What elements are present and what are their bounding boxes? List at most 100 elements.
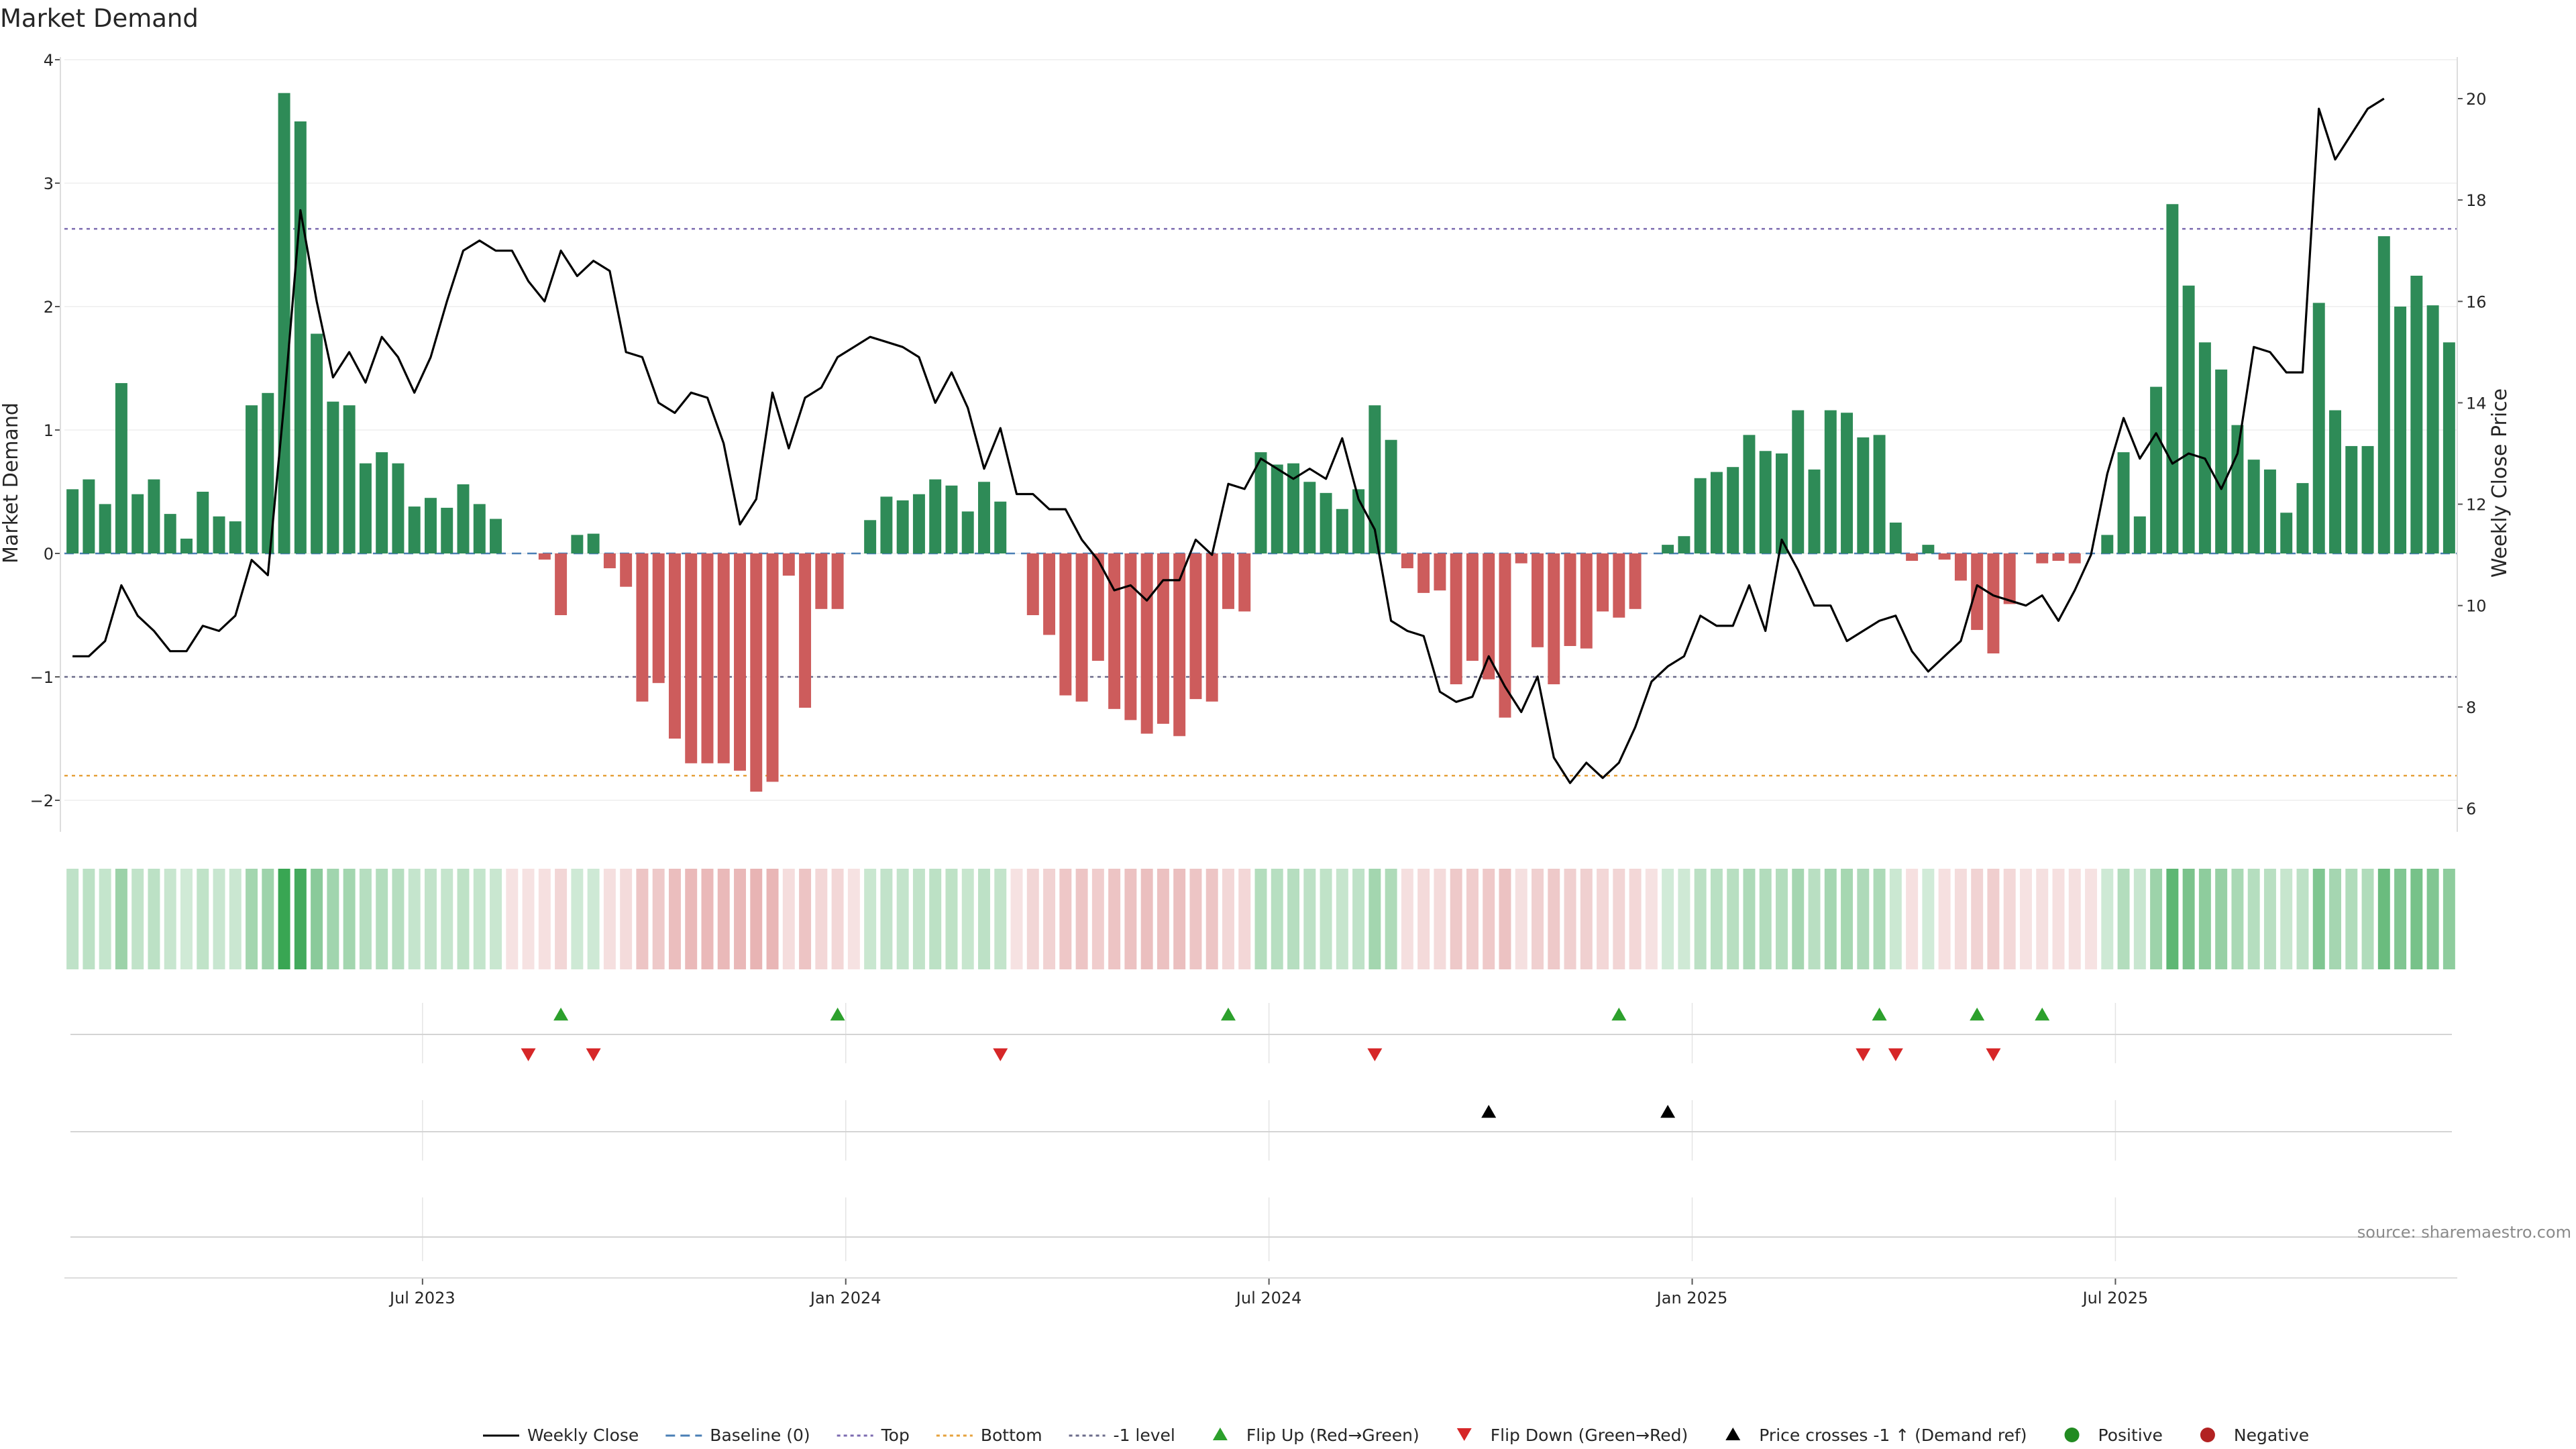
heat-cell (1694, 869, 1707, 969)
demand-bar (1271, 464, 1283, 553)
heat-cell (766, 869, 779, 969)
heat-cell (1303, 869, 1316, 969)
heat-cell (1743, 869, 1756, 969)
heat-cell (327, 869, 339, 969)
heat-cell (896, 869, 909, 969)
heat-cell (2101, 869, 2114, 969)
heat-cell (847, 869, 860, 969)
demand-bar (815, 553, 828, 609)
demand-bar (1710, 472, 1723, 553)
demand-bar (668, 553, 681, 739)
price-cross-marker (1481, 1105, 1497, 1118)
heat-cell (1678, 869, 1690, 969)
demand-bar (1580, 553, 1593, 649)
flip-up-marker (1970, 1008, 1985, 1021)
demand-bar (1320, 492, 1332, 553)
heat-cell (1352, 869, 1365, 969)
heat-cell (1205, 869, 1218, 969)
heat-cell (1922, 869, 1935, 969)
demand-bar (1954, 553, 1967, 581)
demand-bar (587, 533, 600, 553)
demand-bar (912, 494, 925, 553)
right-tick-label: 8 (2466, 698, 2476, 717)
flip-up-marker (1220, 1008, 1236, 1021)
demand-bar (2198, 342, 2211, 553)
flip-up-marker (830, 1008, 845, 1021)
demand-bar (2263, 469, 2276, 553)
heat-cell (1808, 869, 1821, 969)
demand-bar (441, 507, 453, 553)
heat-cell (1873, 869, 1886, 969)
legend-marker (2064, 1428, 2080, 1442)
heat-cell (1857, 869, 1870, 969)
heat-cell (1580, 869, 1593, 969)
heat-cell (815, 869, 828, 969)
demand-bar (1971, 553, 1984, 631)
heat-cell (99, 869, 111, 969)
demand-bar (490, 519, 502, 553)
demand-bar (2166, 204, 2179, 553)
demand-bar (1808, 469, 1821, 553)
demand-bar (1841, 413, 1854, 553)
date-tick-label: Jul 2024 (1235, 1289, 1302, 1307)
demand-bar (1532, 553, 1544, 647)
demand-bar (571, 535, 584, 553)
heat-cell (538, 869, 551, 969)
heat-cell (2296, 869, 2309, 969)
heat-cell (1010, 869, 1023, 969)
heat-cell (1108, 869, 1121, 969)
legend-label: Negative (2234, 1426, 2309, 1445)
heat-cell (864, 869, 877, 969)
heat-cell (1124, 869, 1137, 969)
demand-bar (1873, 435, 1886, 553)
heat-cell (1385, 869, 1397, 969)
demand-bar (408, 506, 421, 553)
demand-bar (115, 383, 127, 553)
heat-cell (701, 869, 714, 969)
demand-bar (1857, 437, 1870, 553)
heat-cell (2443, 869, 2455, 969)
demand-bar (734, 553, 746, 771)
demand-bar (131, 494, 144, 553)
demand-bar (2133, 516, 2146, 553)
heat-cell (1938, 869, 1951, 969)
event-markers (521, 1008, 2050, 1118)
heat-cell (66, 869, 79, 969)
date-tick-label: Jul 2025 (2082, 1289, 2149, 1307)
legend-marker (1725, 1428, 1741, 1440)
demand-bar (1678, 536, 1690, 553)
heat-cell (1222, 869, 1234, 969)
flip-down-marker (993, 1048, 1008, 1061)
heat-cell (2117, 869, 2130, 969)
heat-cell (473, 869, 486, 969)
demand-bar (945, 485, 958, 553)
heat-cell (1532, 869, 1544, 969)
flip-down-marker (586, 1048, 601, 1061)
legend-label: Weekly Close (527, 1426, 639, 1445)
heat-cell (2215, 869, 2228, 969)
heat-cell (1564, 869, 1576, 969)
demand-bar (294, 121, 307, 553)
heat-cell (2198, 869, 2211, 969)
heat-cell (2247, 869, 2260, 969)
demand-bar (1303, 482, 1316, 553)
heat-cell (246, 869, 258, 969)
heat-cell (457, 869, 470, 969)
demand-bar (2215, 369, 2228, 553)
flip-down-marker (1986, 1048, 2001, 1061)
heat-cell (2394, 869, 2407, 969)
demand-bar (311, 333, 323, 553)
heat-cell (1727, 869, 1739, 969)
heat-cell (1710, 869, 1723, 969)
heat-cell (376, 869, 388, 969)
heat-cell (359, 869, 372, 969)
left-tick-label: 4 (44, 51, 54, 70)
heat-cell (2410, 869, 2423, 969)
heat-cell (831, 869, 844, 969)
heat-cell (1026, 869, 1039, 969)
heat-cell (180, 869, 193, 969)
demand-bar (929, 479, 942, 553)
demand-bar (473, 504, 486, 553)
legend: Weekly Close Baseline (0) Top Bottom -1 leve… (483, 1426, 2309, 1445)
